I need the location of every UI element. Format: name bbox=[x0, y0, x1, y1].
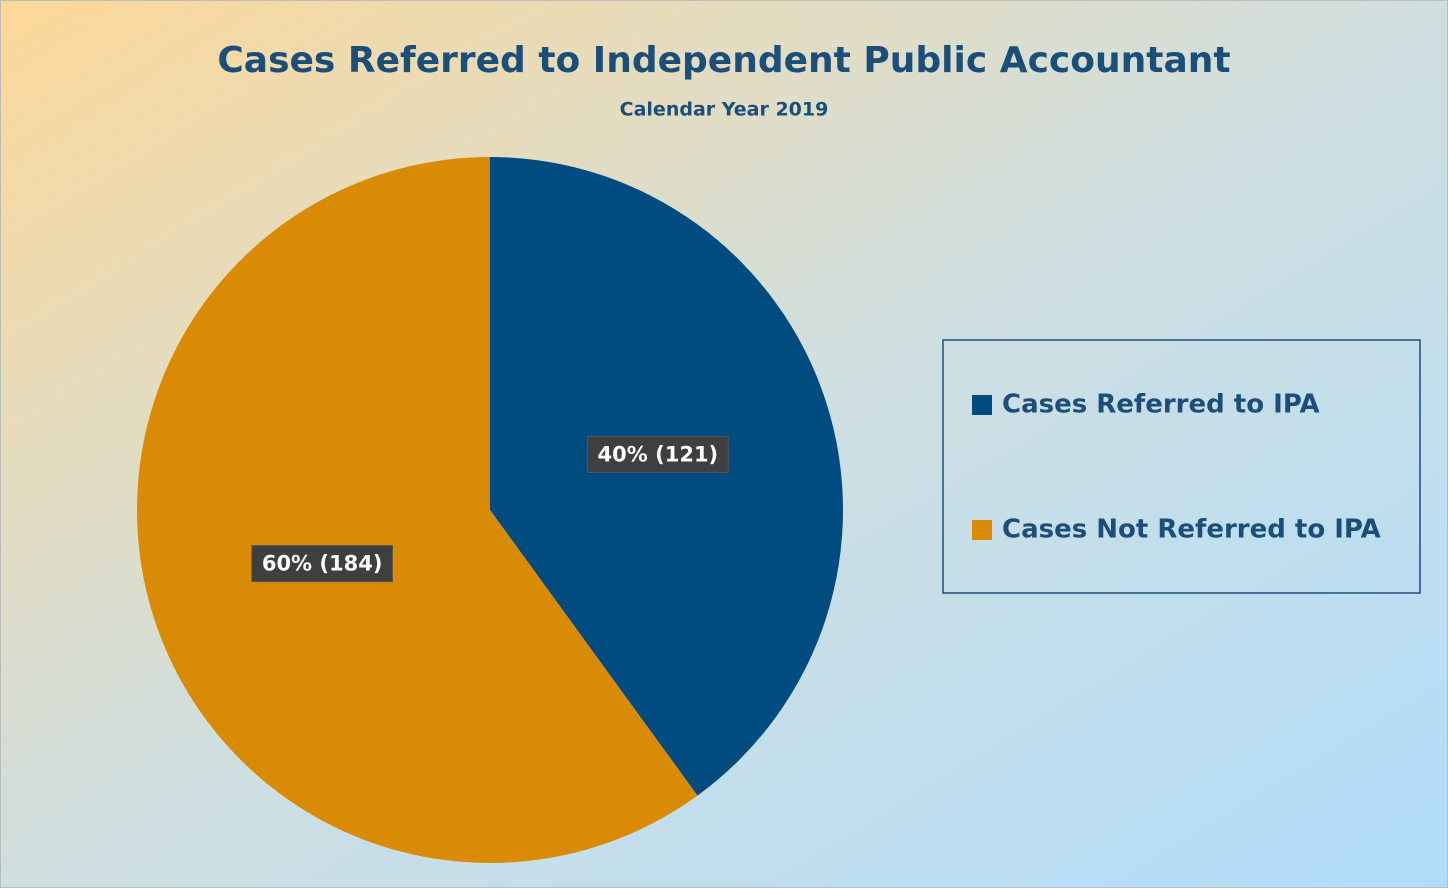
chart-subtitle: Calendar Year 2019 bbox=[620, 99, 829, 121]
legend-label: Cases Referred to IPA bbox=[1002, 390, 1320, 420]
chart-title: Cases Referred to Independent Public Acc… bbox=[217, 40, 1230, 81]
data-label-box bbox=[587, 435, 729, 473]
data-label: 60% (184) bbox=[262, 552, 383, 576]
legend-box bbox=[942, 339, 1421, 594]
pie-slice bbox=[137, 157, 698, 863]
legend-swatch bbox=[972, 520, 992, 540]
data-label: 40% (121) bbox=[598, 442, 719, 466]
data-label-box bbox=[251, 545, 393, 583]
legend-label: Cases Not Referred to IPA bbox=[1002, 515, 1381, 545]
pie-slice bbox=[490, 157, 844, 796]
legend-swatch bbox=[972, 395, 992, 415]
